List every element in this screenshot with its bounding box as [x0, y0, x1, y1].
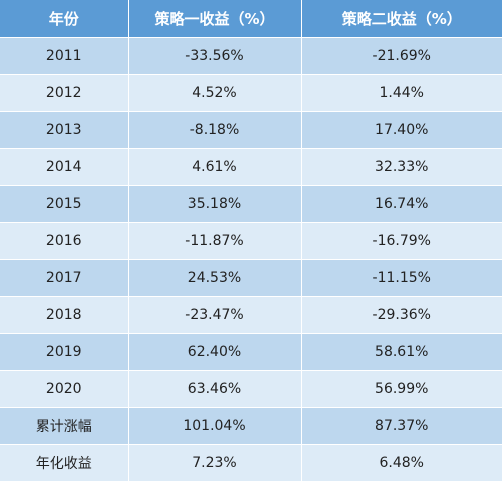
cell-strategy2: 6.48% [301, 445, 502, 481]
cell-year: 2013 [0, 112, 128, 149]
cell-label: 累计涨幅 [0, 408, 128, 445]
cell-strategy1: 63.46% [128, 371, 301, 408]
cell-year: 2017 [0, 260, 128, 297]
cell-strategy1: -11.87% [128, 223, 301, 260]
cell-strategy1: 4.52% [128, 75, 301, 112]
cell-strategy1: 7.23% [128, 445, 301, 481]
cell-strategy2: 17.40% [301, 112, 502, 149]
table-row: 2013 -8.18% 17.40% [0, 112, 502, 149]
cell-year: 2015 [0, 186, 128, 223]
cell-strategy1: -33.56% [128, 38, 301, 75]
cell-year: 2019 [0, 334, 128, 371]
table-row: 2020 63.46% 56.99% [0, 371, 502, 408]
cell-strategy1: 4.61% [128, 149, 301, 186]
cell-year: 2016 [0, 223, 128, 260]
cell-strategy1: 62.40% [128, 334, 301, 371]
cell-year: 2012 [0, 75, 128, 112]
cell-strategy2: 32.33% [301, 149, 502, 186]
table-row: 2017 24.53% -11.15% [0, 260, 502, 297]
table-row: 2018 -23.47% -29.36% [0, 297, 502, 334]
cell-strategy1: -8.18% [128, 112, 301, 149]
cell-strategy2: -29.36% [301, 297, 502, 334]
table-header: 年份 策略一收益（%） 策略二收益（%） [0, 0, 502, 38]
cell-strategy2: 87.37% [301, 408, 502, 445]
cell-label: 年化收益 [0, 445, 128, 481]
header-year: 年份 [0, 0, 128, 38]
table-row: 2011 -33.56% -21.69% [0, 38, 502, 75]
table-row-cumulative: 累计涨幅 101.04% 87.37% [0, 408, 502, 445]
cell-year: 2014 [0, 149, 128, 186]
table-body: 2011 -33.56% -21.69% 2012 4.52% 1.44% 20… [0, 38, 502, 481]
cell-strategy2: -11.15% [301, 260, 502, 297]
cell-year: 2020 [0, 371, 128, 408]
cell-strategy1: 24.53% [128, 260, 301, 297]
table-row-annualized: 年化收益 7.23% 6.48% [0, 445, 502, 481]
table-row: 2016 -11.87% -16.79% [0, 223, 502, 260]
cell-strategy1: 35.18% [128, 186, 301, 223]
cell-strategy2: 1.44% [301, 75, 502, 112]
header-row: 年份 策略一收益（%） 策略二收益（%） [0, 0, 502, 38]
header-strategy1: 策略一收益（%） [128, 0, 301, 38]
cell-strategy2: -16.79% [301, 223, 502, 260]
cell-strategy2: 16.74% [301, 186, 502, 223]
header-strategy2: 策略二收益（%） [301, 0, 502, 38]
cell-year: 2011 [0, 38, 128, 75]
table-row: 2019 62.40% 58.61% [0, 334, 502, 371]
cell-strategy2: -21.69% [301, 38, 502, 75]
cell-year: 2018 [0, 297, 128, 334]
cell-strategy1: 101.04% [128, 408, 301, 445]
table-row: 2015 35.18% 16.74% [0, 186, 502, 223]
cell-strategy2: 56.99% [301, 371, 502, 408]
table-row: 2014 4.61% 32.33% [0, 149, 502, 186]
cell-strategy2: 58.61% [301, 334, 502, 371]
cell-strategy1: -23.47% [128, 297, 301, 334]
table-row: 2012 4.52% 1.44% [0, 75, 502, 112]
